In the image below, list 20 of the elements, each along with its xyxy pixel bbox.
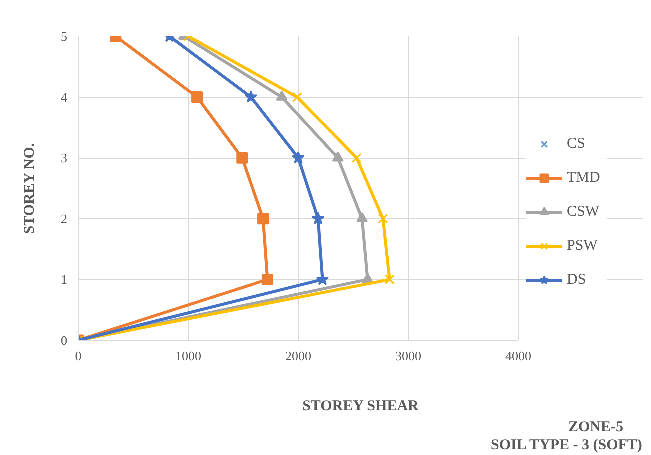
- x-tick-label: 0: [75, 348, 82, 364]
- text: SOIL TYPE - 3 (SOFT): [490, 438, 642, 454]
- x-tick-label: 4000: [506, 348, 532, 364]
- legend-label: DS: [567, 272, 588, 288]
- legend-label: TMD: [567, 170, 602, 186]
- text: ZONE-5: [568, 420, 624, 436]
- y-tick-label: 2: [61, 211, 68, 226]
- y-tick-label: 0: [61, 333, 68, 348]
- x-tick-label: 2000: [286, 348, 312, 364]
- y-tick-label: 3: [61, 150, 68, 166]
- legend-label: PSW: [567, 238, 599, 254]
- y-axis-title: STOREY NO.: [22, 143, 38, 234]
- x-axis-title: STOREY SHEAR: [302, 398, 420, 414]
- legend-label: CSW: [567, 204, 601, 220]
- y-tick-label: 1: [61, 272, 68, 288]
- y-tick-label: 5: [61, 29, 68, 44]
- x-tick-label: 1000: [176, 348, 202, 364]
- x-tick-label: 3000: [396, 348, 422, 364]
- legend-label: CS: [567, 136, 586, 152]
- y-tick-label: 4: [61, 90, 68, 105]
